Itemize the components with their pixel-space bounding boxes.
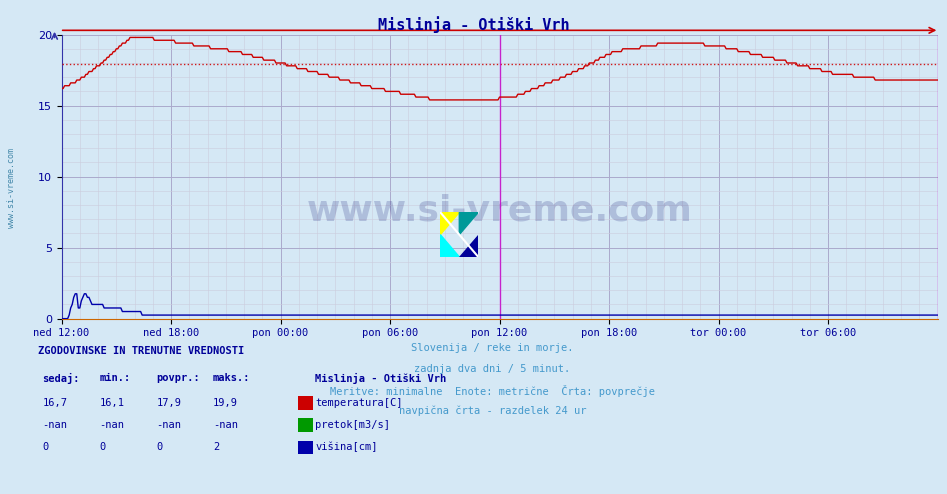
Text: -nan: -nan	[43, 420, 67, 430]
Text: 0: 0	[156, 442, 163, 452]
Text: Meritve: minimalne  Enote: metrične  Črta: povprečje: Meritve: minimalne Enote: metrične Črta:…	[330, 385, 655, 397]
Polygon shape	[459, 235, 478, 257]
Text: 16,7: 16,7	[43, 398, 67, 408]
Text: temperatura[C]: temperatura[C]	[315, 398, 402, 408]
Text: Mislinja - Otiški Vrh: Mislinja - Otiški Vrh	[315, 373, 447, 384]
Text: 0: 0	[99, 442, 106, 452]
Text: 0: 0	[43, 442, 49, 452]
Text: Mislinja - Otiški Vrh: Mislinja - Otiški Vrh	[378, 16, 569, 33]
Polygon shape	[440, 235, 459, 257]
Text: www.si-vreme.com: www.si-vreme.com	[7, 148, 16, 228]
Text: min.:: min.:	[99, 373, 131, 383]
Text: www.si-vreme.com: www.si-vreme.com	[307, 194, 692, 228]
Text: Slovenija / reke in morje.: Slovenija / reke in morje.	[411, 343, 574, 353]
Text: višina[cm]: višina[cm]	[315, 442, 378, 453]
Text: 2: 2	[213, 442, 220, 452]
Polygon shape	[440, 212, 459, 235]
Text: ZGODOVINSKE IN TRENUTNE VREDNOSTI: ZGODOVINSKE IN TRENUTNE VREDNOSTI	[38, 346, 244, 356]
Text: 16,1: 16,1	[99, 398, 124, 408]
Text: -nan: -nan	[99, 420, 124, 430]
Text: 19,9: 19,9	[213, 398, 238, 408]
Text: 17,9: 17,9	[156, 398, 181, 408]
Text: maks.:: maks.:	[213, 373, 251, 383]
Text: sedaj:: sedaj:	[43, 373, 80, 384]
Text: -nan: -nan	[156, 420, 181, 430]
Text: navpična črta - razdelek 24 ur: navpična črta - razdelek 24 ur	[399, 406, 586, 416]
Text: povpr.:: povpr.:	[156, 373, 200, 383]
Polygon shape	[459, 212, 478, 235]
Text: pretok[m3/s]: pretok[m3/s]	[315, 420, 390, 430]
Text: zadnja dva dni / 5 minut.: zadnja dva dni / 5 minut.	[415, 364, 570, 374]
Text: -nan: -nan	[213, 420, 238, 430]
